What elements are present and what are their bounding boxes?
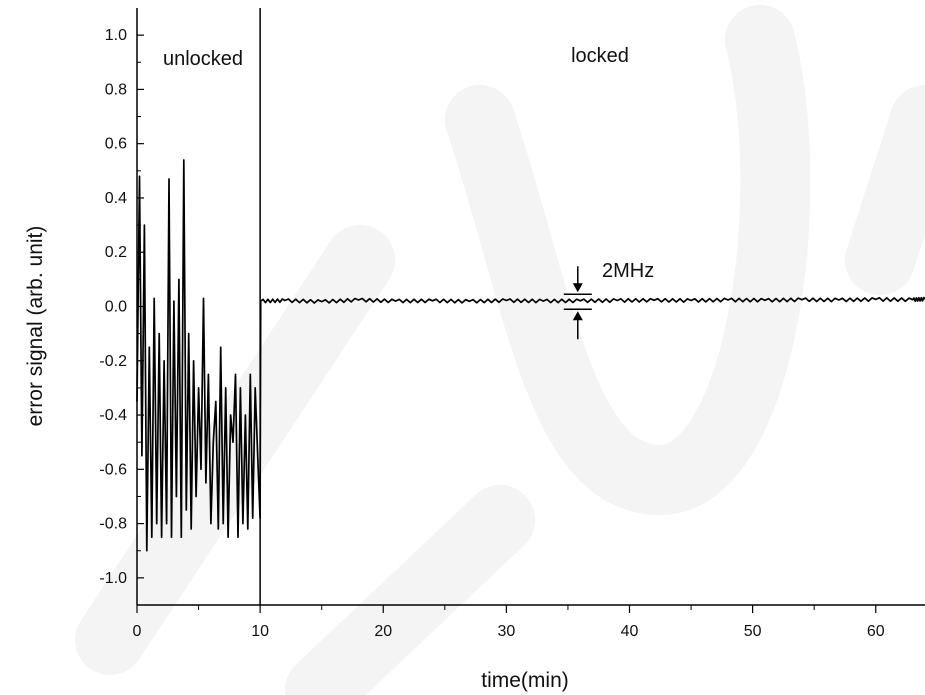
y-tick-label: -0.4 xyxy=(99,407,127,424)
x-tick-label: 20 xyxy=(374,623,392,640)
y-tick-label: 0.0 xyxy=(105,299,127,316)
x-tick-label: 50 xyxy=(744,623,762,640)
y-tick-label: -0.2 xyxy=(99,353,127,370)
y-tick-label: 0.6 xyxy=(105,136,127,153)
x-tick-label: 0 xyxy=(133,623,142,640)
y-tick-label: 1.0 xyxy=(105,27,127,44)
y-tick-label: -1.0 xyxy=(99,570,127,587)
watermark xyxy=(75,5,925,695)
x-tick-label: 30 xyxy=(497,623,515,640)
plot-area: 1.0 0.8 0.6 0.4 0.2 0.0 -0.2 -0.4 -0.6 -0.8 -1.0 0 1… xyxy=(99,8,925,640)
locked-label: locked xyxy=(571,45,629,67)
y-tick-label: -0.8 xyxy=(99,516,127,533)
y-tick-label: 0.4 xyxy=(105,190,127,207)
error-signal-series xyxy=(136,159,925,552)
linewidth-label: 2MHz xyxy=(602,260,654,282)
y-tick-label: 0.8 xyxy=(105,81,127,98)
unlocked-label: unlocked xyxy=(163,48,243,70)
y-tick-label: -0.6 xyxy=(99,461,127,478)
arrow-up-icon xyxy=(572,311,583,321)
x-tick-label: 10 xyxy=(251,623,269,640)
x-axis-title: time(min) xyxy=(481,669,569,692)
y-axis-title: error signal (arb. unit) xyxy=(24,226,47,427)
x-tick-label: 40 xyxy=(621,623,639,640)
y-tick-label: 0.2 xyxy=(105,244,127,261)
arrow-down-icon xyxy=(572,283,583,293)
x-tick-label: 60 xyxy=(867,623,885,640)
